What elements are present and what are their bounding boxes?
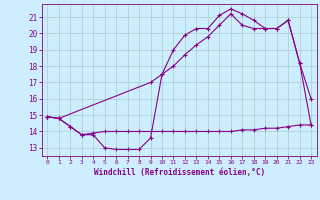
X-axis label: Windchill (Refroidissement éolien,°C): Windchill (Refroidissement éolien,°C)	[94, 168, 265, 177]
